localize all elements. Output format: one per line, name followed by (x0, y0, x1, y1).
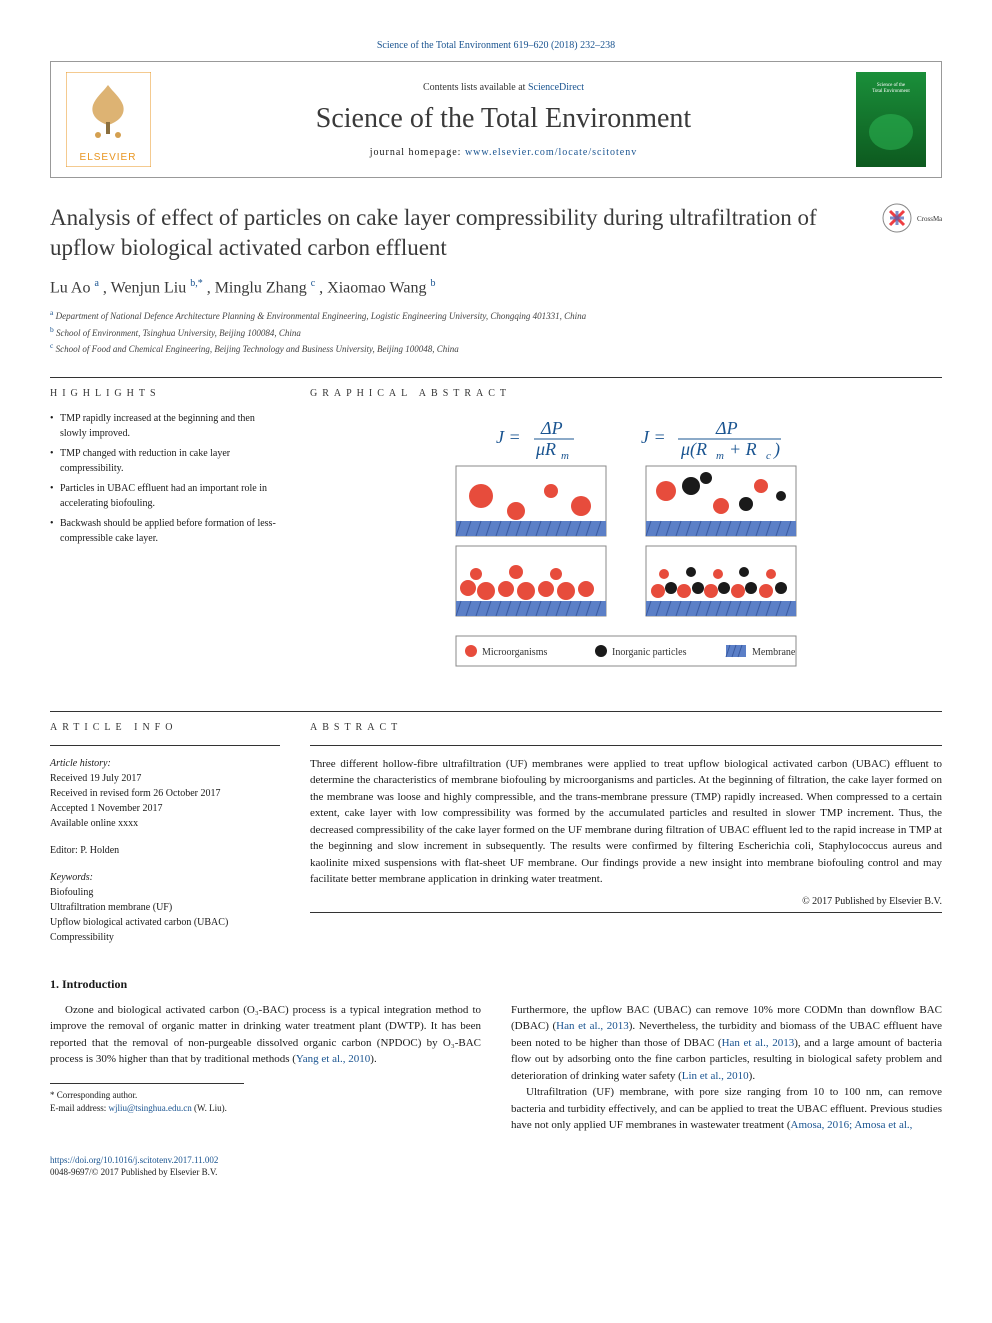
journal-name: Science of the Total Environment (166, 103, 841, 135)
svg-text:ΔP: ΔP (540, 421, 563, 438)
abstract-text: Three different hollow-fibre ultrafiltra… (310, 756, 942, 888)
corresp-email-link[interactable]: wjliu@tsinghua.edu.cn (108, 1103, 191, 1113)
abstract-copyright: © 2017 Published by Elsevier B.V. (310, 896, 942, 907)
highlight-item: Particles in UBAC effluent had an import… (50, 481, 280, 511)
sciencedirect-link[interactable]: ScienceDirect (528, 82, 584, 93)
citation-link[interactable]: Amosa, 2016; Amosa et al., (791, 1119, 913, 1131)
doi-link[interactable]: https://doi.org/10.1016/j.scitotenv.2017… (50, 1155, 218, 1165)
svg-text:μR: μR (535, 439, 556, 459)
ga-heading: GRAPHICAL ABSTRACT (310, 388, 942, 399)
citation-link[interactable]: Han et al., 2013 (556, 1020, 629, 1032)
homepage-link[interactable]: www.elsevier.com/locate/scitotenv (465, 147, 637, 158)
crossmark-badge[interactable]: CrossMark (882, 203, 942, 248)
journal-header: ELSEVIER Contents lists available at Sci… (50, 61, 942, 178)
svg-text:J =: J = (641, 427, 666, 447)
highlight-item: TMP changed with reduction in cake layer… (50, 446, 280, 476)
citation-link[interactable]: Yang et al., 2010 (296, 1053, 370, 1065)
highlight-item: TMP rapidly increased at the beginning a… (50, 411, 280, 441)
citation-link[interactable]: Han et al., 2013 (722, 1037, 795, 1049)
svg-text:Total Environment: Total Environment (872, 89, 910, 94)
svg-text:Membrane: Membrane (752, 647, 796, 658)
svg-text:): ) (773, 439, 780, 460)
contents-available: Contents lists available at ScienceDirec… (166, 82, 841, 93)
page-footer: https://doi.org/10.1016/j.scitotenv.2017… (50, 1154, 942, 1179)
citation-link[interactable]: Lin et al., 2010 (682, 1070, 749, 1082)
editor: Editor: P. Holden (50, 843, 280, 858)
body-para: Ultrafiltration (UF) membrane, with pore… (511, 1084, 942, 1134)
intro-heading: 1. Introduction (50, 977, 942, 992)
article-info-heading: ARTICLE INFO (50, 722, 280, 733)
homepage-line: journal homepage: www.elsevier.com/locat… (166, 147, 841, 158)
svg-text:m: m (561, 450, 569, 462)
top-citation-link[interactable]: Science of the Total Environment 619–620… (377, 40, 615, 51)
divider (50, 377, 942, 378)
graphical-abstract-figure: J = ΔP μR m J = ΔP μ(R m + R c ) (386, 421, 866, 681)
top-citation: Science of the Total Environment 619–620… (50, 40, 942, 51)
highlight-item: Backwash should be applied before format… (50, 516, 280, 546)
article-history: Article history: Received 19 July 2017 R… (50, 756, 280, 831)
svg-text:Science of the: Science of the (877, 83, 906, 88)
affiliations: a Department of National Defence Archite… (50, 307, 942, 357)
divider (310, 745, 942, 746)
svg-text:μ(R: μ(R (680, 439, 707, 460)
highlights-list: TMP rapidly increased at the beginning a… (50, 411, 280, 546)
svg-text:+ R: + R (729, 439, 757, 459)
keywords: Keywords: Biofouling Ultrafiltration mem… (50, 870, 280, 945)
divider (310, 912, 942, 913)
abstract-heading: ABSTRACT (310, 722, 942, 733)
svg-text:m: m (716, 450, 724, 462)
highlights-heading: HIGHLIGHTS (50, 388, 280, 399)
body-para: Furthermore, the upflow BAC (UBAC) can r… (511, 1002, 942, 1085)
elsevier-logo: ELSEVIER (66, 72, 151, 167)
svg-text:c: c (766, 450, 771, 462)
article-title: Analysis of effect of particles on cake … (50, 203, 882, 263)
svg-text:CrossMark: CrossMark (917, 215, 942, 223)
svg-text:J =: J = (496, 427, 521, 447)
authors-line: Lu Ao a , Wenjun Liu b,* , Minglu Zhang … (50, 278, 942, 297)
corresponding-author: * Corresponding author. E-mail address: … (50, 1083, 244, 1116)
svg-text:Microorganisms: Microorganisms (482, 647, 547, 658)
body-columns: Ozone and biological activated carbon (O… (50, 1002, 942, 1134)
divider (50, 711, 942, 712)
body-para: Ozone and biological activated carbon (O… (50, 1002, 481, 1068)
divider (50, 745, 280, 746)
journal-cover-thumb: Science of the Total Environment (856, 72, 926, 167)
svg-text:ΔP: ΔP (715, 421, 738, 438)
svg-text:ELSEVIER: ELSEVIER (80, 152, 137, 163)
svg-text:Inorganic particles: Inorganic particles (612, 647, 687, 658)
